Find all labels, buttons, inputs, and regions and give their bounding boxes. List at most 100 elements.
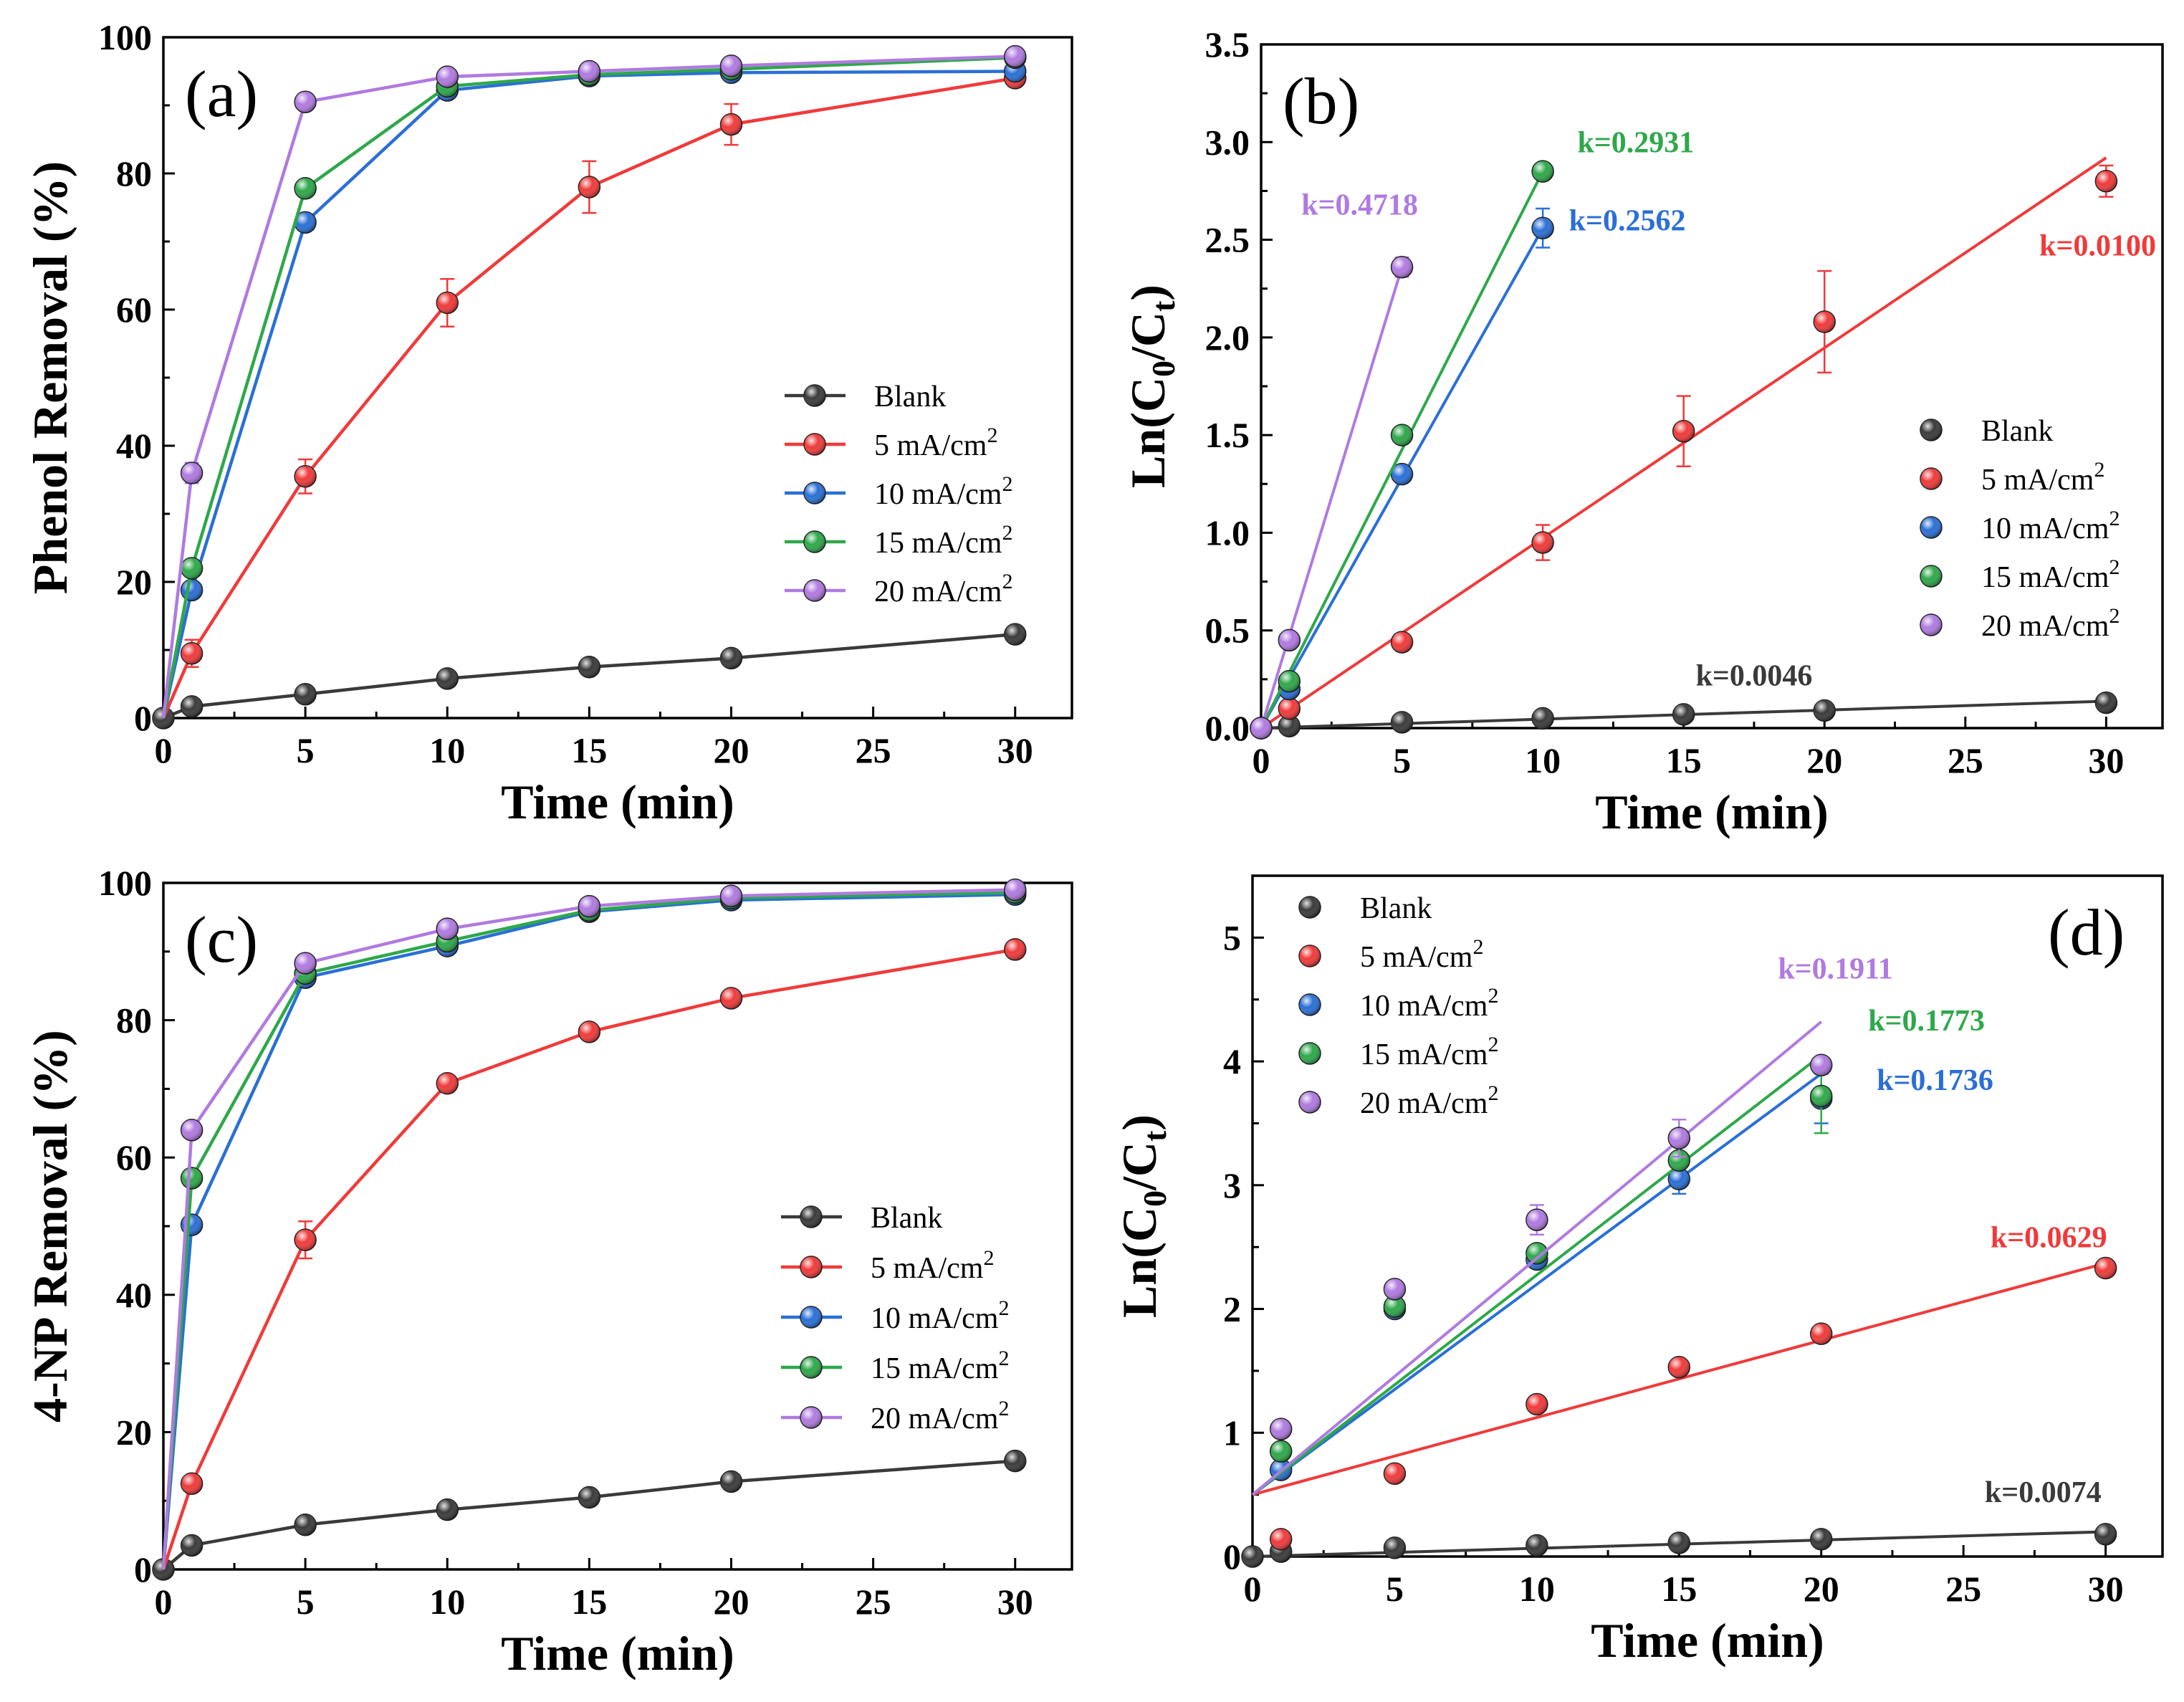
legend-label: 10 mA/cm2 [871,1296,1009,1335]
legend-swatch-marker [1298,896,1321,919]
data-point [1810,1084,1833,1108]
x-tick-label: 25 [856,730,891,770]
y-tick-label: 3.5 [1205,24,1250,64]
data-point [1813,310,1836,333]
rate-constant-label: k=0.2931 [1577,126,1694,159]
y-tick-label: 60 [116,1137,152,1177]
y-tick-label: 80 [116,1000,152,1041]
data-point [294,90,317,113]
x-tick-label: 10 [429,1582,465,1622]
data-point [1810,1053,1833,1077]
fit-line [1260,267,1404,729]
data-point [719,54,743,77]
legend-swatch-marker [1298,1091,1321,1114]
plot-frame [1251,874,2164,1558]
data-point [436,65,459,88]
legend-swatch-marker [1298,945,1321,967]
fit-line [1251,1072,1822,1496]
legend-item-15-ma-cm2: 15 mA/cm2 [781,1347,1009,1385]
y-tick-label: 2.0 [1205,317,1250,358]
legend-label: 20 mA/cm2 [874,570,1012,608]
legend-swatch-marker [1920,467,1943,490]
data-point [294,1228,317,1251]
data-point [2094,691,2118,714]
legend-item-blank: Blank [785,381,946,413]
x-tick-label: 5 [297,730,315,770]
legend-swatch-marker [800,1205,823,1228]
data-point [180,557,203,580]
data-point [2094,1523,2117,1546]
series-10-ma-cm2 [1251,1072,1833,1496]
data-point [1278,628,1301,652]
data-point [294,683,317,706]
x-tick-label: 5 [1393,740,1411,780]
y-tick-label: 80 [116,153,152,193]
data-point [1667,1355,1691,1379]
legend-swatch-marker [1298,1042,1321,1065]
series-blank [1241,1523,2117,1568]
data-point [719,884,743,907]
legend-swatch-marker [803,384,826,407]
rate-constant-label: k=0.0100 [2039,230,2156,263]
data-point [1526,1208,1548,1231]
y-tick-label: 100 [98,17,152,57]
legend-label: 10 mA/cm2 [874,472,1012,511]
legend-label: 10 mA/cm2 [1360,984,1498,1023]
data-point [1278,697,1301,720]
data-point [180,578,203,602]
x-tick-label: 25 [1945,1569,1981,1609]
y-tick-label: 5 [1223,917,1241,957]
data-point [578,894,601,918]
series-20-ma-cm2 [161,878,1027,1570]
data-point [719,987,743,1010]
legend-item-15-ma-cm2: 15 mA/cm2 [1920,555,2120,594]
legend-label: 15 mA/cm2 [1981,555,2120,594]
panel-a: 0 5 10 15 20 25 30 0 20 40 60 80 100 Time (min) Phenol… [23,17,1073,829]
data-point [436,1498,459,1521]
legend-label: 5 mA/cm2 [871,1246,994,1285]
data-point [1813,699,1836,722]
y-tick-label: 0 [1223,1536,1241,1577]
legend-label: 20 mA/cm2 [1981,604,2120,643]
legend-item-20-ma-cm2: 20 mA/cm2 [785,570,1012,608]
data-point [436,291,459,315]
y-tick-label: 2.5 [1205,220,1250,260]
legend-label: 15 mA/cm2 [874,521,1012,560]
legend-label: Blank [874,381,946,413]
data-point [1667,1167,1691,1190]
x-tick-label: 15 [1666,740,1702,780]
y-tick-label: 20 [116,1412,152,1452]
x-tick-label: 0 [155,730,173,770]
y-tick-label: 0.0 [1205,708,1250,748]
rate-constant-label: k=0.0074 [1985,1476,2102,1509]
data-point [1531,707,1554,730]
legend-swatch-marker [1298,993,1321,1016]
series-blank [1250,691,2118,740]
data-point [1672,419,1695,443]
legend-item-10-ma-cm2: 10 mA/cm2 [1298,984,1498,1023]
data-point [180,642,203,665]
data-point [1531,531,1554,554]
x-tick-label: 25 [1948,740,1983,780]
x-tick-label: 30 [2088,740,2124,780]
panel-c: 0 5 10 15 20 25 30 0 20 40 60 80 100 Time (min) 4-NP R… [23,863,1073,1681]
legend-swatch-marker [803,482,826,505]
data-point [1004,623,1027,646]
legend-label: 20 mA/cm2 [871,1397,1009,1435]
data-point [1383,1536,1407,1559]
legend-swatch-marker [803,433,826,456]
data-point [1526,1392,1548,1416]
legend-label: 15 mA/cm2 [1360,1033,1498,1071]
x-tick-label: 10 [1519,1569,1555,1609]
data-point [1390,424,1414,446]
data-point [1390,255,1414,279]
x-tick-label: 30 [997,730,1033,770]
legend-item-20-ma-cm2: 20 mA/cm2 [1920,604,2120,643]
y-axis-title: Ln(C0/Ct) [1112,1114,1173,1318]
legend-item-15-ma-cm2: 15 mA/cm2 [1298,1033,1498,1071]
data-point [294,211,317,234]
data-point [1278,669,1301,693]
data-point [294,177,317,200]
y-tick-label: 3 [1223,1165,1241,1205]
